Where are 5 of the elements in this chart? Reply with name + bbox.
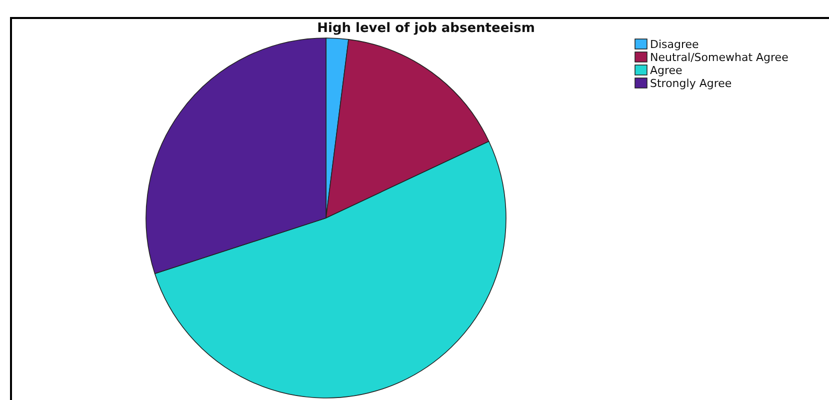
legend-label: Neutral/Somewhat Agree [650,51,789,64]
chart-title: High level of job absenteeism [317,21,535,36]
legend-label: Agree [650,64,683,77]
legend-label: Strongly Agree [650,77,732,90]
legend-label: Disagree [650,38,700,51]
